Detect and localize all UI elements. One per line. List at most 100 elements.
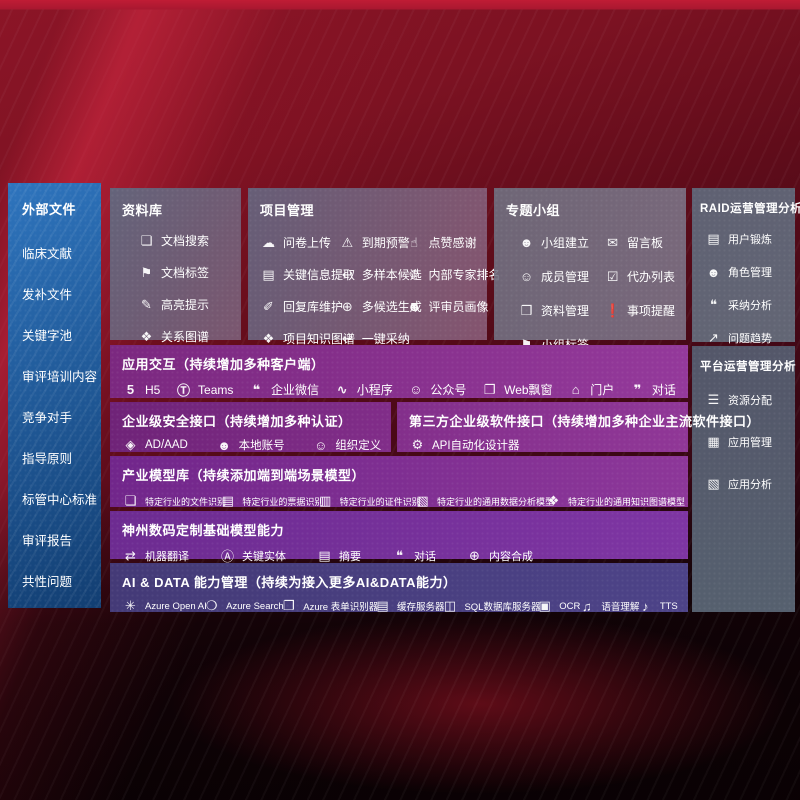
ai-data-items: ✳ Azure Open AI ❍ Azure Search ❐ Azure 表… (110, 591, 688, 614)
thumbs-up-icon: ☝ (410, 234, 418, 250)
base-models-items: ⇄ 机器翻译 Ⓐ 关键实体 ▤ 摘要 ❝ 对话 (110, 539, 688, 565)
openai-icon: ✳ (125, 598, 136, 613)
client-item: 5 H5 (122, 382, 160, 397)
feature-item: ▦ 应用管理 (705, 434, 795, 450)
model-item: ▧ 特定行业的通用数据分析模型 (414, 493, 554, 509)
local-account-icon: ☻ (217, 437, 231, 453)
folder-archive-icon: ❒ (520, 302, 533, 318)
service-item: ♫ 语音理解 (578, 599, 639, 614)
feature-item: ↗ 问题趋势 (705, 330, 795, 346)
feature-item: ⚑ 文档标签 (138, 264, 241, 281)
doc-search-icon: ❏ (140, 232, 153, 248)
auth-item: ☻ 本地账号 (217, 437, 285, 453)
service-item: ▣ OCR (536, 598, 581, 614)
sidebar-item: 共性问题 (22, 575, 73, 589)
industry-models-title: 产业模型库（持续添加端到端场景模型） (122, 468, 366, 483)
external-files-panel: 外部文件 临床文献 发补文件 关键字池 审评培训内容 竞争对手 指导原则 标管中… (8, 183, 101, 608)
sql-db-icon: ◫ (443, 598, 457, 613)
security-interface-title: 企业级安全接口（持续增加多种认证） (122, 414, 352, 429)
feature-item: ⊕ 多候选生成 (339, 298, 422, 315)
azure-search-icon: ❍ (205, 598, 218, 613)
project-management-title: 项目管理 (260, 203, 315, 218)
feature-item: ☻ 角色管理 (706, 264, 772, 280)
cache-server-icon: ▤ (376, 598, 389, 613)
portal-icon: ⌂ (571, 382, 580, 397)
trend-chart-icon: ↗ (708, 330, 719, 345)
feature-item: ❖ 关系图谱 (138, 328, 241, 345)
app-interaction-band: 应用交互（持续增加多种客户端） 5 H5 Ⓣ Teams ❝ 企业微信 (110, 345, 688, 398)
wechat-work-icon: ❝ (252, 381, 261, 397)
raid-analysis-items: ▤ 用户锻炼 ☻ 角色管理 ❝ 采纳分析 ↗ 问题趋势 (692, 216, 795, 346)
api-gear-icon: ⚙ (411, 437, 424, 452)
sidebar-item: 发补文件 (22, 288, 73, 302)
feature-item: ❝ 采纳分析 (705, 297, 795, 313)
official-account-icon: ☺ (409, 382, 423, 397)
thirdparty-interface-items: ⚙ API自动化设计器 (397, 430, 688, 453)
capability-item: Ⓐ 关键实体 (219, 546, 286, 565)
service-item: ◫ SQL数据库服务器 (441, 598, 541, 614)
form-recognizer-icon: ❐ (282, 598, 295, 613)
puzzle-icon: ⊕ (341, 298, 353, 314)
list-icon: ☰ (707, 392, 720, 407)
sidebar-item: 审评培训内容 (22, 370, 98, 384)
sidebar-item: 标管中心标准 (22, 493, 98, 507)
summary-icon: ▤ (318, 547, 331, 563)
shield-icon: ◈ (125, 437, 136, 452)
miniprogram-icon: ∿ (336, 381, 348, 397)
feature-item: ⚠ 到期预警 (339, 234, 409, 251)
feature-item: ☻ 小组建立 (519, 235, 590, 250)
platform-analysis-items: ☰ 资源分配 ▦ 应用管理 ▧ 应用分析 (692, 374, 795, 492)
feature-item: ❖ 项目知识图谱 (260, 330, 355, 347)
security-interface-items: ◈ AD/AAD ☻ 本地账号 ☺ 组织定义 (110, 430, 391, 453)
ranking-icon: ♔ (408, 266, 420, 282)
feature-item: ☑ 代办列表 (604, 268, 686, 285)
receipt-recognize-icon: ▤ (221, 493, 234, 508)
idcard-recognize-icon: ▥ (319, 493, 332, 508)
client-item: ❝ 企业微信 (248, 381, 319, 398)
base-models-title: 神州数码定制基础模型能力 (122, 523, 285, 538)
sidebar-item: 审评报告 (22, 534, 73, 548)
feature-item: ❗ 事项提醒 (604, 302, 676, 319)
org-define-icon: ☺ (314, 437, 328, 453)
bell-icon: ❗ (604, 302, 621, 318)
highlight-pen-icon: ✎ (141, 296, 152, 312)
app-interaction-items: 5 H5 Ⓣ Teams ❝ 企业微信 ∿ 小程序 (110, 373, 688, 399)
interface-item: ⚙ API自动化设计器 (409, 437, 520, 453)
relation-graph-icon: ❖ (140, 328, 153, 344)
feature-item: ☺ 成员管理 (519, 269, 590, 284)
chat-icon: ❝ (396, 547, 403, 563)
reply-arrow-icon: ↩ (341, 266, 353, 282)
raid-analysis-title: RAID运营管理分析 (700, 203, 800, 215)
thirdparty-interface-title: 第三方企业级软件接口（持续增加多种企业主流软件接口） (409, 414, 761, 429)
compose-icon: ⊕ (469, 547, 480, 563)
tag-icon: ⚑ (520, 336, 533, 352)
sidebar-item: 关键字池 (22, 329, 73, 343)
security-interface-band: 企业级安全接口（持续增加多种认证） ◈ AD/AAD ☻ 本地账号 ☺ 组织定义 (110, 402, 391, 453)
group-icon: ☻ (519, 235, 534, 250)
ai-data-band: AI & DATA 能力管理（持续为接入更多AI&DATA能力） ✳ Azure… (110, 563, 688, 614)
industry-models-band: 产业模型库（持续添加端到端场景模型） ❏ 特定行业的文件识别 ▤ 特定行业的票据… (110, 456, 688, 509)
client-item: Ⓣ Teams (175, 380, 233, 399)
feature-item: ▤ 关键信息提取 (260, 266, 355, 283)
platform-analysis-title: 平台运营管理分析 (700, 361, 796, 373)
data-model-icon: ▧ (416, 493, 429, 508)
project-management-panel: 项目管理 ☁ 问卷上传 ⚠ 到期预警 ☝ 点赞感谢 ▤ (248, 188, 501, 346)
feature-item: ▤ 用户锻炼 (705, 231, 795, 247)
app-grid-icon: ▦ (707, 434, 720, 449)
service-item: ❐ Azure 表单识别器 (280, 598, 378, 614)
relation-graph-icon: ❖ (262, 330, 275, 346)
model-item: ❏ 特定行业的文件识别 (122, 493, 226, 509)
model-item: ❖ 特定行业的通用知识图谱模型 (545, 493, 685, 509)
feature-item: ▧ 应用分析 (705, 476, 795, 492)
info-extract-icon: ▤ (262, 266, 275, 282)
feature-item: ↩ 多样本候选 (339, 266, 422, 283)
service-item: ❍ Azure Search (203, 598, 284, 614)
auth-item: ☺ 组织定义 (314, 437, 382, 453)
capability-item: ⊕ 内容合成 (466, 548, 533, 564)
ai-data-title: AI & DATA 能力管理（持续为接入更多AI&DATA能力） (122, 575, 457, 590)
repository-title: 资料库 (122, 203, 163, 218)
external-files-list: 临床文献 发补文件 关键字池 审评培训内容 竞争对手 指导原则 标管中心标准 审… (8, 218, 101, 590)
model-item: ▤ 特定行业的票据识别 (219, 493, 324, 509)
adopt-arrow-icon: ↩ (341, 330, 353, 346)
